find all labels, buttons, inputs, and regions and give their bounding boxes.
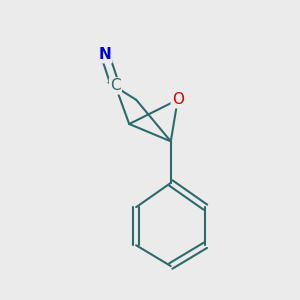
Text: O: O bbox=[172, 92, 184, 107]
Text: C: C bbox=[110, 78, 121, 93]
Text: N: N bbox=[99, 47, 111, 62]
